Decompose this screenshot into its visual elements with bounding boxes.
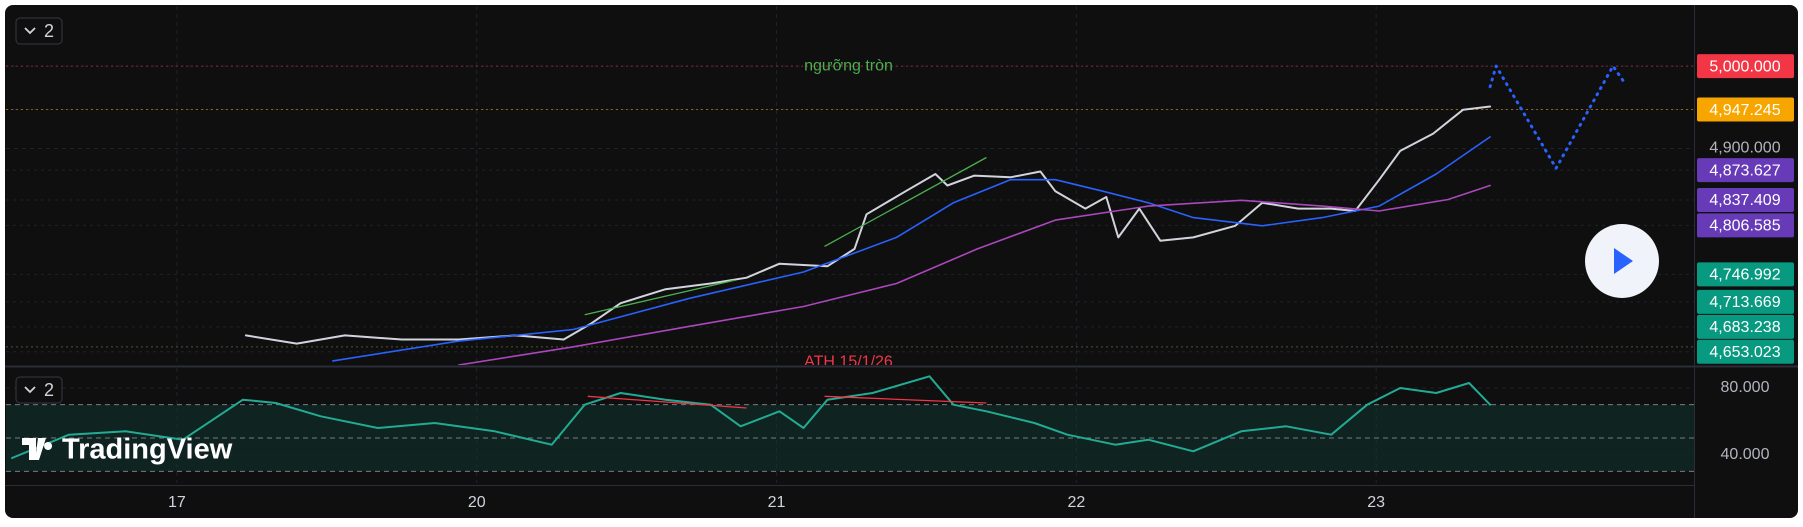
series-line [244,105,1492,345]
price-label-box [1697,187,1794,212]
pane-button[interactable]: 2 [15,17,63,45]
chart-background [5,5,1798,518]
price-label: 4,713.669 [1709,294,1780,311]
y-tick-label: 4,900.000 [1709,140,1780,157]
play-icon [1614,248,1633,274]
price-label: 4,947.245 [1709,102,1780,119]
logo: TradingView [22,434,233,466]
price-label-box [1697,314,1794,339]
trend-line [824,156,987,247]
x-tick-label: 17 [168,494,186,511]
annotation: ngưỡng tròn [804,57,893,74]
price-label-box [1697,262,1794,287]
series-line [332,136,1491,362]
pane-button-frame[interactable] [15,17,63,45]
x-tick-label: 23 [1367,494,1385,511]
y-tick-label: 40.000 [1721,446,1770,463]
price-label-box [1697,54,1794,79]
series-line [11,375,1492,459]
play-button[interactable] [1585,224,1659,298]
pane-button-label: 2 [44,21,54,41]
chevron-icon [24,386,36,394]
price-label: 4,806.585 [1709,218,1780,235]
y-tick-label: 80.000 [1721,379,1770,396]
chevron-icon [24,27,36,35]
x-tick-label: 21 [768,494,786,511]
x-tick-label: 22 [1067,494,1085,511]
price-label-box [1697,97,1794,122]
price-label: 4,683.238 [1709,319,1780,336]
trend-line [584,279,735,316]
pane-button-frame[interactable] [15,376,63,404]
projection-line [1488,64,1627,170]
price-label-box [1697,339,1794,364]
price-label: 4,873.627 [1709,162,1780,179]
series-line [457,184,1491,365]
price-label: 4,837.409 [1709,192,1780,209]
logo-text: TradingView [62,434,233,466]
price-label-box [1697,158,1794,183]
logo-icon [22,438,53,460]
price-label: 4,653.023 [1709,344,1780,361]
trend-line [587,395,747,409]
trend-line [824,395,987,404]
axes: 17 20 21 22 23 4,900.000 5,000.000 4,947.245 4,8… [168,54,1794,511]
rsi-pane [6,368,1694,483]
annotation: ATH 15/1/26 [804,354,893,371]
pane-button-label: 2 [44,380,54,400]
price-label: 4,746.992 [1709,267,1780,284]
pane-button[interactable]: 2 [15,376,63,404]
x-tick-label: 20 [468,494,486,511]
price-label-box [1697,213,1794,238]
price-label: 5,000.000 [1709,58,1780,75]
main-pane: ngưỡng tròn ATH 15/1/26 [6,6,1694,371]
price-label-box [1697,289,1794,314]
